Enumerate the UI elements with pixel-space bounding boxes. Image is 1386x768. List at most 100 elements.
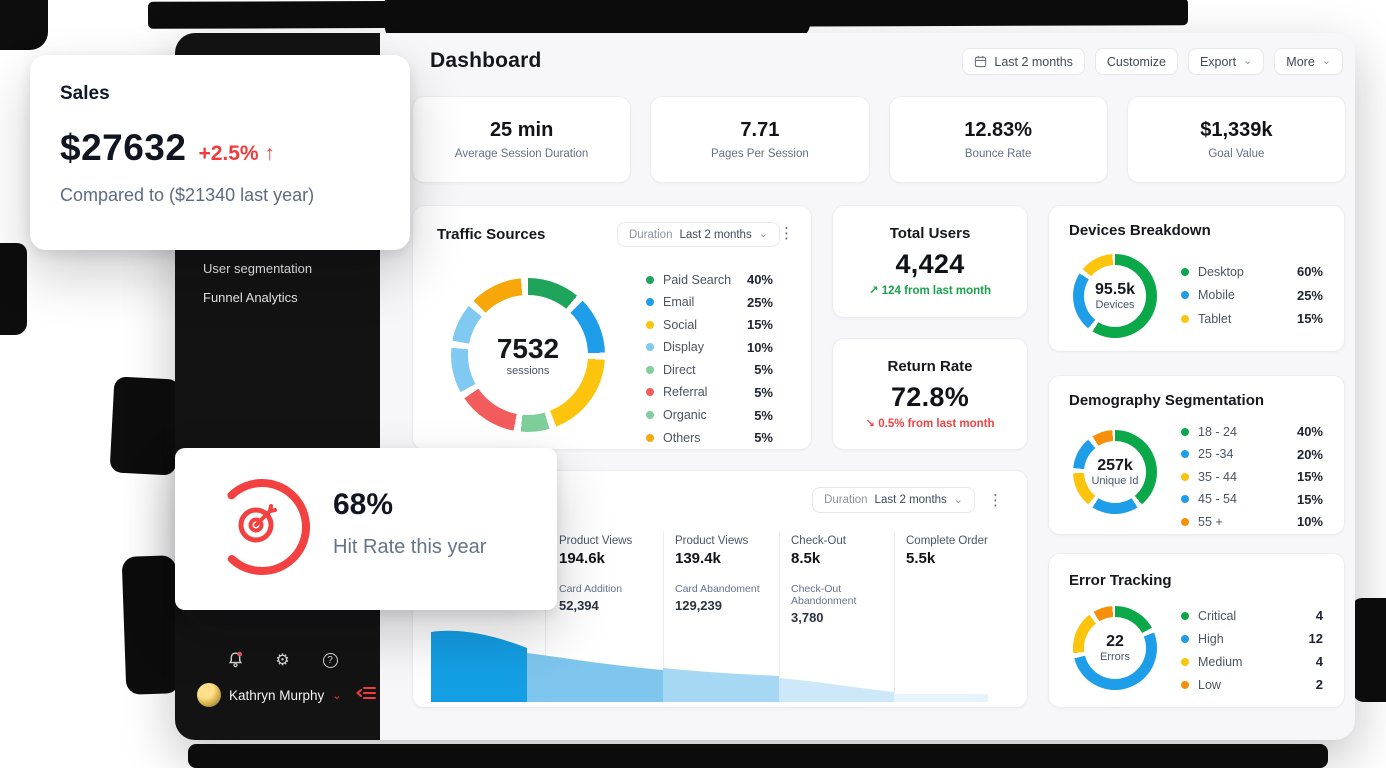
return-rate-title: Return Rate — [887, 358, 973, 375]
errors-label: Errors — [1100, 651, 1130, 663]
legend-row: Direct 5% — [646, 362, 773, 377]
avatar — [197, 683, 221, 707]
legend-value: 5% — [754, 430, 773, 446]
funnel-step-value: 5.5k — [906, 550, 936, 567]
legend-dot — [1181, 450, 1189, 458]
funnel-duration-dropdown[interactable]: Duration Last 2 months ⌄ — [812, 487, 975, 513]
total-users-title: Total Users — [889, 225, 971, 242]
legend-value: 25% — [1296, 287, 1323, 303]
legend-label: Others — [663, 430, 701, 445]
return-rate-card: Return Rate 72.8% ↘ 0.5% from last month — [832, 338, 1028, 450]
legend-value: 10% — [746, 339, 773, 355]
legend-row: Email 25% — [646, 295, 773, 310]
traffic-sources-card: Traffic Sources Duration Last 2 months ⌄… — [412, 205, 812, 450]
legend-row: 25 -34 20% — [1181, 447, 1323, 462]
funnel-substep-value: 52,394 — [559, 598, 599, 613]
sessions-label: sessions — [506, 365, 550, 377]
demography-donut-center: 257k Unique Id — [1084, 441, 1146, 503]
funnel-step-value: 194.6k — [559, 550, 605, 567]
legend-value: 40% — [746, 272, 773, 287]
funnel-kebab-menu-icon[interactable]: ⋮ — [988, 492, 1003, 509]
legend-label: Display — [663, 340, 704, 355]
legend-dot — [646, 433, 654, 442]
calendar-icon — [975, 55, 987, 68]
help-icon[interactable]: ? — [320, 650, 340, 670]
demography-label: Unique Id — [1091, 475, 1139, 487]
legend-label: 35 - 44 — [1198, 469, 1237, 484]
legend-label: Organic — [663, 408, 707, 423]
kpi-label: Goal Value — [1208, 148, 1265, 160]
traffic-duration-dropdown[interactable]: Duration Last 2 months ⌄ — [617, 222, 780, 247]
legend-label: Critical — [1198, 608, 1237, 623]
sales-delta: +2.5% ↑ — [198, 142, 275, 165]
legend-dot — [1181, 634, 1189, 643]
legend-label: Medium — [1198, 654, 1243, 669]
legend-row: High 12 — [1181, 631, 1323, 646]
duration-value: Last 2 months — [679, 228, 752, 241]
legend-row: 55 + 10% — [1181, 514, 1323, 529]
demography-donut-chart: 257k Unique Id — [1073, 430, 1157, 514]
legend-value: 15% — [1296, 469, 1323, 484]
demography-card: Demography Segmentation 257k Unique Id 1… — [1048, 375, 1345, 535]
gear-icon[interactable]: ⚙ — [275, 652, 290, 669]
legend-row: Low 2 — [1181, 677, 1323, 692]
funnel-substep-value: 129,239 — [675, 598, 722, 613]
legend-row: Tablet 15% — [1181, 311, 1323, 326]
kpi-bounce-rate: 12.83% Bounce Rate — [888, 96, 1108, 183]
user-profile[interactable]: Kathryn Murphy ⌄ — [197, 683, 376, 707]
sales-value: $27632 — [60, 127, 187, 168]
grunge-left-blob-2 — [109, 376, 181, 476]
traffic-kebab-menu-icon[interactable]: ⋮ — [779, 225, 794, 242]
bell-icon[interactable] — [225, 650, 245, 670]
demography-title: Demography Segmentation — [1069, 392, 1265, 409]
legend-value: 25% — [746, 294, 773, 310]
legend-value: 5% — [754, 362, 773, 378]
sidebar-item-user-segmentation[interactable]: User segmentation — [203, 261, 313, 276]
grunge-top-strip-2 — [385, 0, 810, 38]
funnel-step-title: Check-Out — [791, 535, 846, 547]
errors-donut-chart: 22 Errors — [1073, 606, 1157, 690]
funnel-step-value: 139.4k — [675, 550, 721, 567]
date-range-button[interactable]: Last 2 months — [962, 48, 1085, 75]
chevron-down-icon: ⌄ — [758, 228, 768, 240]
export-button[interactable]: Export ⌄ — [1187, 48, 1265, 75]
legend-label: Low — [1198, 677, 1221, 692]
total-users-value: 4,424 — [895, 249, 965, 279]
legend-dot — [646, 320, 654, 329]
funnel-divider — [894, 531, 895, 703]
hit-rate-label: Hit Rate this year — [333, 536, 487, 558]
chevron-down-icon: ⌄ — [953, 493, 963, 506]
hit-rate-overlay-card: 68% Hit Rate this year — [175, 448, 557, 610]
page-title: Dashboard — [430, 49, 542, 72]
sidebar-item-funnel-analytics[interactable]: Funnel Analytics — [203, 290, 298, 305]
total-users-delta: ↗ 124 from last month — [868, 285, 992, 297]
legend-value: 12 — [1308, 631, 1323, 646]
funnel-substep-value: 3,780 — [791, 610, 824, 625]
demography-value: 257k — [1097, 457, 1133, 474]
legend-value: 4 — [1315, 608, 1323, 623]
legend-dot — [1181, 680, 1189, 689]
legend-label: High — [1198, 631, 1224, 646]
legend-row: Referral 5% — [646, 385, 773, 400]
legend-label: Referral — [663, 385, 708, 400]
kpi-avg-session-duration: 25 min Average Session Duration — [412, 96, 632, 183]
legend-value: 60% — [1296, 264, 1323, 279]
legend-label: 25 -34 — [1198, 447, 1234, 461]
grunge-left-blob-3 — [121, 555, 181, 695]
help-question-glyph: ? — [322, 652, 338, 668]
more-button[interactable]: More ⌄ — [1274, 48, 1343, 75]
legend-value: 4 — [1315, 654, 1323, 669]
legend-label: Direct — [663, 362, 696, 377]
sidebar-collapse-icon[interactable] — [355, 685, 376, 706]
kpi-value: 25 min — [489, 119, 554, 141]
funnel-step-title: Complete Order — [906, 535, 988, 547]
chevron-down-icon: ⌄ — [1243, 55, 1253, 67]
kpi-value: 7.71 — [740, 119, 780, 141]
legend-dot — [646, 365, 654, 374]
legend-dot — [1181, 314, 1189, 323]
legend-row: Mobile 25% — [1181, 288, 1323, 303]
customize-button[interactable]: Customize — [1094, 48, 1178, 75]
traffic-legend: Paid Search 40% Email 25% Social 15% Displa… — [646, 272, 773, 445]
profile-chevron-down-icon[interactable]: ⌄ — [332, 689, 342, 702]
hit-rate-value: 68% — [333, 488, 394, 521]
